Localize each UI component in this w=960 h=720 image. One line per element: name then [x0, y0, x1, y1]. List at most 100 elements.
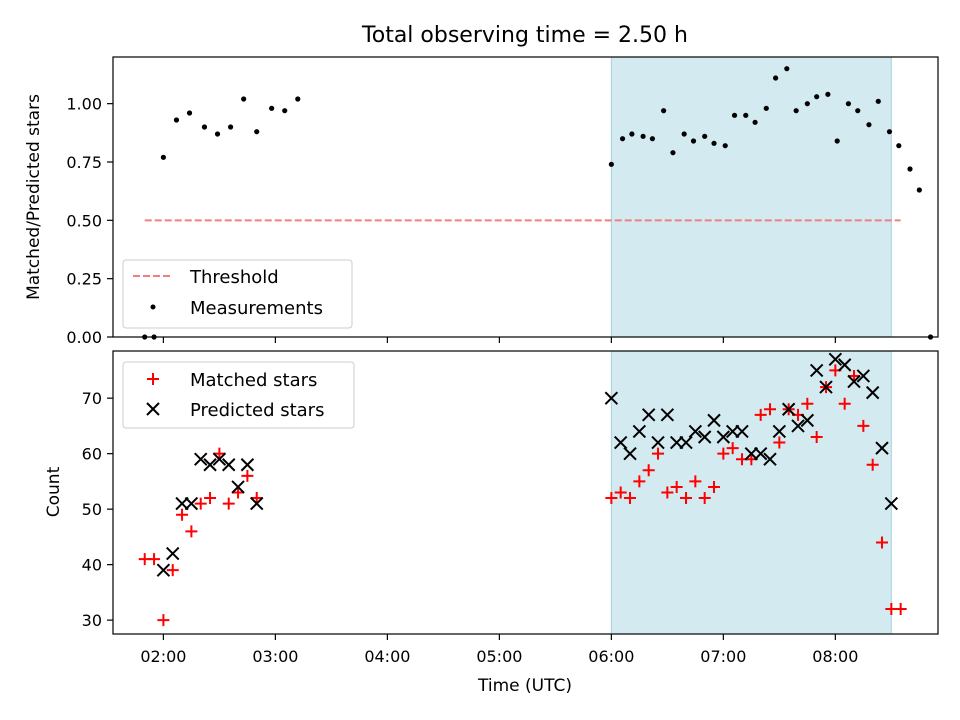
- matched-star-point: [764, 403, 777, 416]
- matched-star-point: [857, 419, 870, 432]
- xtick-label: 05:00: [476, 647, 522, 666]
- top-panel-frame: [112, 56, 939, 338]
- matched-star-point: [680, 492, 693, 505]
- matched-star-point: [717, 447, 730, 460]
- measurement-point: [241, 96, 247, 102]
- matched-star-point: [241, 469, 254, 482]
- top-ytick-label: 0.25: [66, 270, 102, 289]
- matched-star-point: [708, 480, 721, 493]
- matched-star-point: [204, 492, 217, 505]
- xtick-label: 07:00: [700, 647, 746, 666]
- measurement-point: [743, 112, 749, 118]
- measurement-point: [804, 101, 810, 107]
- bottom-ytick-label: 50: [82, 500, 102, 519]
- measurement-point: [227, 124, 234, 130]
- matched-star-point: [642, 464, 655, 477]
- measurement-point: [731, 112, 738, 118]
- bottom-legend: Matched stars Predicted stars: [122, 361, 355, 429]
- matched-star-point: [894, 603, 907, 616]
- measurement-point: [834, 138, 840, 144]
- predicted-star-point: [837, 358, 852, 372]
- matched-star-point: [848, 369, 861, 382]
- matched-star-point: [689, 475, 702, 488]
- predicted-star-point: [231, 480, 245, 494]
- predicted-star-point: [623, 446, 637, 461]
- measurement-point: [269, 105, 275, 111]
- matched-star-point: [614, 486, 627, 499]
- measurement-point: [295, 96, 301, 102]
- top-panel: 0.00 0.25 0.50 0.75 1.00 Matched/Predicted s…: [24, 56, 939, 347]
- matched-star-point: [670, 480, 683, 493]
- predicted-star-point: [865, 385, 880, 400]
- predicted-star-point: [697, 430, 712, 444]
- matched-star-point: [876, 536, 889, 549]
- measurement-point: [773, 75, 779, 81]
- bottom-legend-box: [122, 361, 355, 429]
- measurement-point: [722, 143, 728, 149]
- top-legend: Threshold Measurements: [122, 259, 353, 329]
- bottom-legend-matched-swatch: [147, 373, 159, 385]
- matched-star-point: [661, 486, 674, 499]
- xtick-label: 04:00: [364, 647, 410, 666]
- measurement-point: [825, 91, 831, 97]
- measurement-point: [855, 108, 861, 114]
- predicted-star-point: [250, 496, 264, 511]
- bottom-panel-ylabel: Count: [44, 466, 64, 517]
- matched-star-point: [754, 408, 767, 421]
- measurement-point: [690, 138, 697, 144]
- top-legend-measurements-label: Measurements: [190, 298, 323, 319]
- measurement-point: [254, 129, 260, 135]
- measurement-point: [763, 105, 769, 111]
- predicted-star-point: [800, 413, 815, 428]
- bottom-panel-frame: [112, 350, 939, 635]
- predicted-star-point: [641, 408, 656, 422]
- predicted-star-point: [847, 374, 861, 389]
- measurement-point: [886, 129, 893, 135]
- predicted-star-point: [166, 546, 180, 561]
- top-legend-measurements-swatch: [150, 304, 156, 310]
- bottom-legend-predicted-label: Predicted stars: [190, 400, 324, 421]
- matched-star-point: [698, 492, 711, 505]
- predicted-star-point: [735, 424, 749, 439]
- top-ytick-label: 0.50: [66, 211, 102, 230]
- xtick-label: 03:00: [252, 647, 298, 666]
- predicted-star-point: [688, 424, 703, 439]
- predicted-star-point: [791, 419, 805, 433]
- matched-star-point: [633, 475, 646, 488]
- predicted-star-point: [194, 452, 208, 466]
- top-legend-box: [122, 259, 353, 329]
- matched-star-point: [605, 492, 618, 505]
- measurement-point: [649, 136, 656, 142]
- measurement-point: [845, 101, 852, 107]
- matched-star-point: [185, 525, 198, 538]
- matched-star-point: [801, 397, 814, 410]
- matched-star-point: [250, 492, 263, 505]
- matched-star-point: [157, 614, 170, 627]
- predicted-star-point: [819, 380, 833, 394]
- measurement-point: [173, 117, 180, 123]
- predicted-star-point: [203, 458, 217, 472]
- predicted-star-point: [156, 563, 171, 577]
- predicted-star-point: [212, 452, 227, 466]
- predicted-star-point: [240, 458, 255, 472]
- matched-star-point: [232, 486, 245, 499]
- matched-star-point: [726, 442, 739, 455]
- top-ytick-label: 0.00: [66, 328, 102, 347]
- top-panel-shaded-span: [610, 56, 892, 338]
- bottom-panel: 30 40 50 60 70 02:00 03:00 04:00 05:00 06:00 07:0…: [44, 350, 939, 696]
- measurement-point: [752, 119, 758, 125]
- x-axis-label: Time (UTC): [477, 676, 572, 696]
- measurement-point: [661, 108, 667, 114]
- measurement-point: [619, 136, 626, 142]
- top-panel-ylabel: Matched/Predicted stars: [24, 94, 44, 300]
- top-ytick-label: 1.00: [66, 95, 102, 114]
- measurement-point: [814, 94, 820, 100]
- predicted-star-point: [222, 458, 236, 472]
- matched-star-point: [773, 436, 786, 449]
- matched-star-point: [176, 508, 189, 521]
- predicted-star-point: [184, 496, 199, 511]
- predicted-star-point: [772, 424, 787, 439]
- predicted-star-point: [632, 424, 647, 439]
- measurement-point: [875, 98, 881, 104]
